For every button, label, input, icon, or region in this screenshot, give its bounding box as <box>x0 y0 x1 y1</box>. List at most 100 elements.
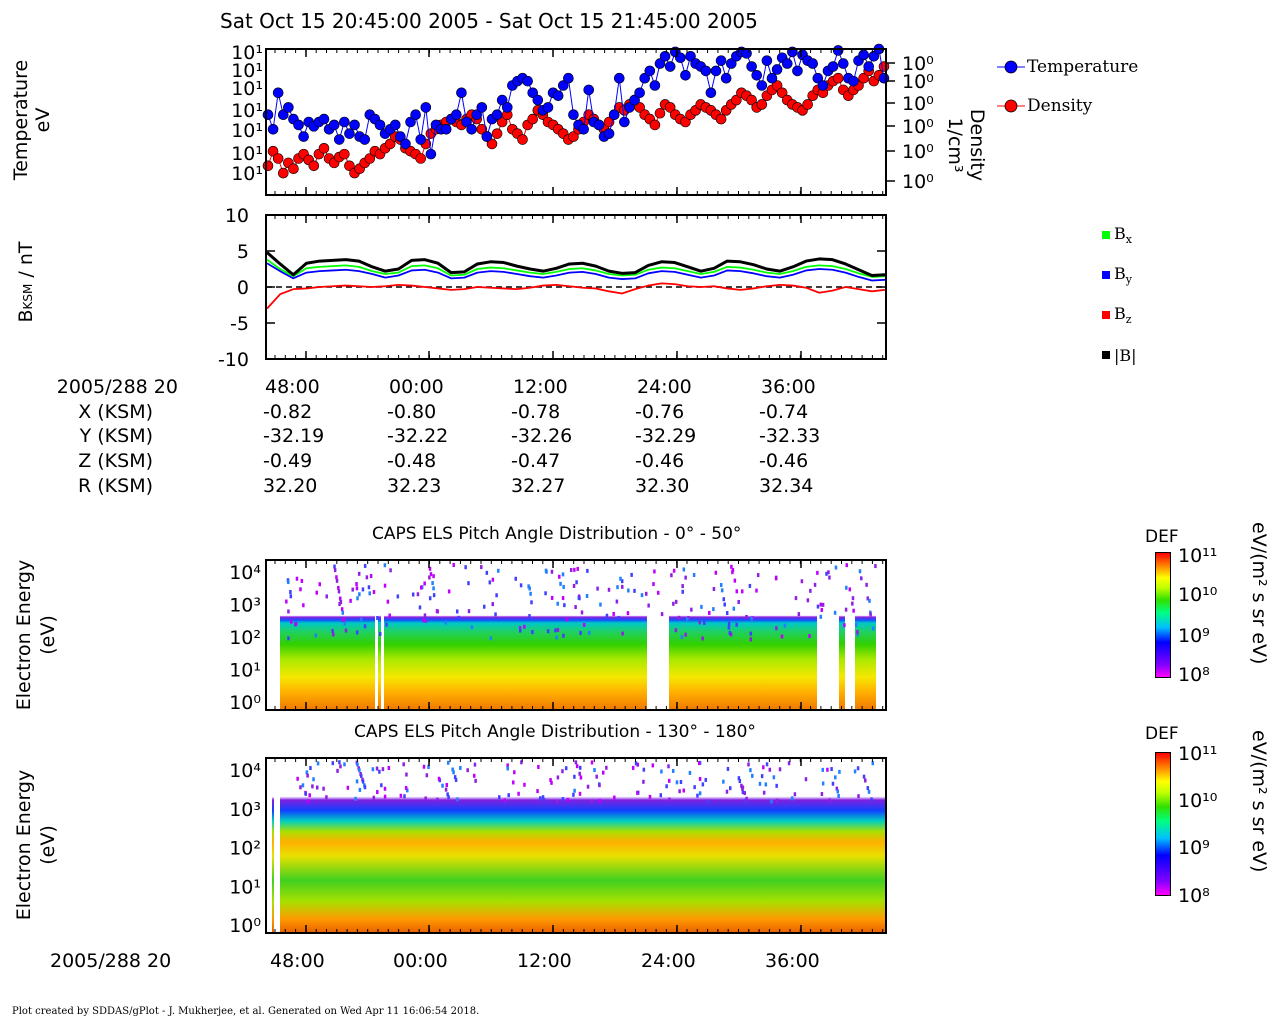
temperature-point <box>461 116 472 128</box>
temperature-point <box>283 102 294 113</box>
spectrogram2-speckle <box>605 765 608 770</box>
spectrogram2-tick-label: 10⁰ <box>229 915 261 937</box>
spectrogram2-speckle <box>820 792 824 797</box>
spectrogram2-speckle <box>636 762 640 767</box>
spectrogram1-speckle <box>684 632 687 637</box>
spectrogram2-speckle <box>751 773 754 778</box>
temperature-point <box>333 134 345 145</box>
temperature-point <box>298 131 309 142</box>
spectrogram2-speckle <box>405 772 408 777</box>
temperature-point <box>715 55 727 66</box>
spectrogram2-speckle <box>315 785 319 790</box>
spectrogram2-speckle <box>322 786 325 791</box>
spectrogram2-speckle <box>422 764 426 769</box>
spectrogram2-speckle <box>572 792 575 797</box>
spectrogram1-speckle <box>860 576 863 581</box>
spectrogram1-speckle <box>701 636 704 641</box>
temperature-point <box>644 65 656 77</box>
spectrogram1-speckle <box>488 580 492 585</box>
spectrogram2-speckle <box>698 776 702 781</box>
spectrogram2-speckle <box>765 762 769 767</box>
density-point <box>878 61 890 72</box>
temperature-point <box>720 72 732 84</box>
spectrogram2-ylabel-line1: Electron Energy <box>13 769 35 921</box>
spectrogram2-frame <box>265 757 887 934</box>
spectrogram1-speckle <box>731 568 735 573</box>
spectrogram1-speckle <box>470 625 474 630</box>
spectrogram2-speckle <box>634 761 638 766</box>
ephemeris-time-3: 24:00 <box>637 376 692 398</box>
spectrogram2-speckle <box>383 794 387 799</box>
spectrogram1-speckle <box>712 586 716 591</box>
spectrogram1-speckle <box>318 582 321 587</box>
spectrogram1-speckle <box>419 585 423 590</box>
spectrogram1-speckle <box>494 612 497 617</box>
spectrogram2-speckle <box>361 779 365 784</box>
temperature-point <box>466 124 477 135</box>
spectrogram2-speckle <box>743 791 747 796</box>
spectrogram2-speckle <box>573 774 576 779</box>
temperature-point <box>848 75 859 87</box>
spectrogram1-speckle <box>621 631 624 636</box>
spectrogram1-speckle <box>703 620 706 625</box>
spectrogram1-speckle <box>596 586 599 591</box>
ephemeris-y-1: -32.22 <box>387 425 449 447</box>
spectrogram1-speckle <box>727 625 731 630</box>
spectrogram2-speckle <box>651 763 655 768</box>
spectrogram1-speckle <box>587 630 591 635</box>
spectrogram2-speckle <box>821 767 824 772</box>
spectrogram2-speckle <box>787 761 791 766</box>
colorbar1-tick-1: 10¹⁰ <box>1178 584 1218 606</box>
spectrogram1-speckle <box>363 624 367 629</box>
spectrogram1-speckle <box>677 615 681 620</box>
spectrogram1-speckle <box>569 567 573 572</box>
bfield-line-bx <box>266 258 886 278</box>
spectrogram2-speckle <box>331 761 335 766</box>
temperature-point <box>837 58 849 69</box>
spectrogram2-speckle <box>593 768 596 773</box>
density-point <box>318 142 330 154</box>
spectrogram1-speckle <box>426 617 430 622</box>
spectrogram1-speckle <box>337 589 341 594</box>
density-point <box>262 160 274 172</box>
ephemeris-y-4: -32.33 <box>759 425 821 447</box>
temperature-point <box>491 109 503 120</box>
spectrogram2-speckle <box>671 768 675 773</box>
spectrogram1-speckle <box>333 564 336 569</box>
spectrogram1-speckle <box>338 601 341 606</box>
spectrogram1-speckle <box>554 628 557 633</box>
spectrogram1-speckle <box>821 602 825 607</box>
spectrogram1-speckle <box>656 590 660 595</box>
bottom-axis-time-2: 12:00 <box>517 950 572 972</box>
spectrogram1-data-gap <box>647 560 669 710</box>
density-point <box>664 102 676 113</box>
spectrogram1-speckle <box>495 593 498 598</box>
spectrogram1-speckle <box>621 584 624 589</box>
spectrogram1-speckle <box>586 568 589 573</box>
spectrogram1-speckle <box>331 632 335 637</box>
spectrogram1-speckle <box>756 573 760 578</box>
temperature-point <box>868 50 880 62</box>
colorbar1-tick-0: 10¹¹ <box>1178 545 1218 567</box>
bfield-tick-label: 5 <box>237 241 249 263</box>
spectrogram2-plot: 10⁴ 10³ 10² 10¹ 10⁰ <box>229 757 887 937</box>
spectrogram1-speckle <box>338 596 342 601</box>
spectrogram1-speckle <box>358 592 361 597</box>
spectrogram2-tick-label: 10⁴ <box>229 760 261 782</box>
density-point <box>731 94 742 106</box>
spectrogram2-speckle <box>506 766 509 771</box>
spectrogram1-speckle <box>351 587 354 592</box>
spectrogram1-speckle <box>844 607 848 612</box>
by-swatch <box>1102 271 1110 279</box>
spectrogram2-data-gap <box>266 758 272 933</box>
spectrogram1-speckle <box>712 607 715 612</box>
density-point <box>486 138 498 150</box>
spectrogram1-tick-label: 10² <box>229 627 261 649</box>
spectrogram2-speckle <box>821 781 825 786</box>
spectrogram1-frame <box>265 559 887 711</box>
ephemeris-z-2: -0.47 <box>511 450 561 472</box>
spectrogram1-speckle <box>749 631 753 636</box>
spectrogram1-speckle <box>423 613 427 618</box>
spectrogram1-data-gap <box>266 560 280 710</box>
